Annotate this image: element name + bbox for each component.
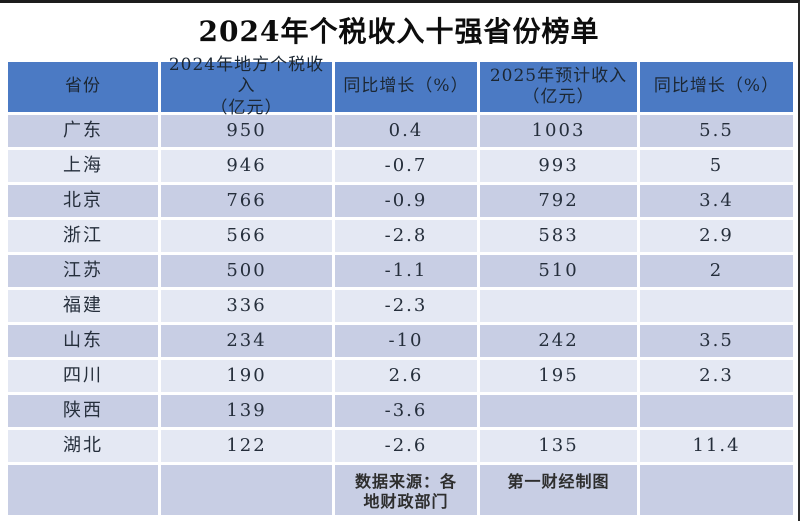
- header-cell-1: 2024年地方个税收入 （亿元）: [161, 55, 332, 118]
- value-cell: 950: [161, 115, 332, 147]
- province-cell: 浙江: [8, 220, 158, 252]
- header-cell-2: 同比增长（%）: [335, 62, 477, 112]
- header-cell-3: 2025年预计收入 （亿元）: [480, 62, 637, 112]
- value-cell: 2: [640, 255, 793, 287]
- data-source-note: 数据来源：各 地财政部门: [335, 465, 477, 515]
- value-cell: 190: [161, 360, 332, 392]
- value-cell: 993: [480, 150, 637, 182]
- value-cell: 0.4: [335, 115, 477, 147]
- value-cell: -1.1: [335, 255, 477, 287]
- header-cell-4: 同比增长（%）: [640, 62, 793, 112]
- province-cell: 北京: [8, 185, 158, 217]
- value-cell: 336: [161, 290, 332, 322]
- province-cell: 上海: [8, 150, 158, 182]
- footer-cell: [640, 465, 793, 515]
- value-cell: 5: [640, 150, 793, 182]
- tax-ranking-table: 省份 2024年地方个税收入 （亿元） 同比增长（%） 2025年预计收入 （亿元）同…: [8, 55, 793, 515]
- province-cell: 江苏: [8, 255, 158, 287]
- value-cell: 242: [480, 325, 637, 357]
- province-cell: 山东: [8, 325, 158, 357]
- value-cell: 3.4: [640, 185, 793, 217]
- value-cell: 3.5: [640, 325, 793, 357]
- value-cell: 11.4: [640, 430, 793, 462]
- value-cell: -2.6: [335, 430, 477, 462]
- value-cell: [640, 395, 793, 427]
- value-cell: 122: [161, 430, 332, 462]
- value-cell: 5.5: [640, 115, 793, 147]
- value-cell: 195: [480, 360, 637, 392]
- value-cell: 139: [161, 395, 332, 427]
- value-cell: 583: [480, 220, 637, 252]
- credit-note: 第一财经制图: [480, 465, 637, 515]
- value-cell: 500: [161, 255, 332, 287]
- province-cell: 广东: [8, 115, 158, 147]
- value-cell: 566: [161, 220, 332, 252]
- value-cell: 766: [161, 185, 332, 217]
- value-cell: -2.3: [335, 290, 477, 322]
- province-cell: 湖北: [8, 430, 158, 462]
- value-cell: 946: [161, 150, 332, 182]
- value-cell: 792: [480, 185, 637, 217]
- header-cell-0: 省份: [8, 62, 158, 112]
- value-cell: 135: [480, 430, 637, 462]
- value-cell: 510: [480, 255, 637, 287]
- value-cell: 2.6: [335, 360, 477, 392]
- value-cell: 2.3: [640, 360, 793, 392]
- value-cell: [640, 290, 793, 322]
- value-cell: -0.9: [335, 185, 477, 217]
- value-cell: 234: [161, 325, 332, 357]
- value-cell: 2.9: [640, 220, 793, 252]
- value-cell: -3.6: [335, 395, 477, 427]
- value-cell: -0.7: [335, 150, 477, 182]
- value-cell: [480, 395, 637, 427]
- province-cell: 四川: [8, 360, 158, 392]
- value-cell: -10: [335, 325, 477, 357]
- province-cell: 陕西: [8, 395, 158, 427]
- value-cell: 1003: [480, 115, 637, 147]
- province-cell: 福建: [8, 290, 158, 322]
- footer-cell: [8, 465, 158, 515]
- page-title: 2024年个税收入十强省份榜单: [198, 15, 600, 48]
- value-cell: [480, 290, 637, 322]
- value-cell: -2.8: [335, 220, 477, 252]
- footer-cell: [161, 465, 332, 515]
